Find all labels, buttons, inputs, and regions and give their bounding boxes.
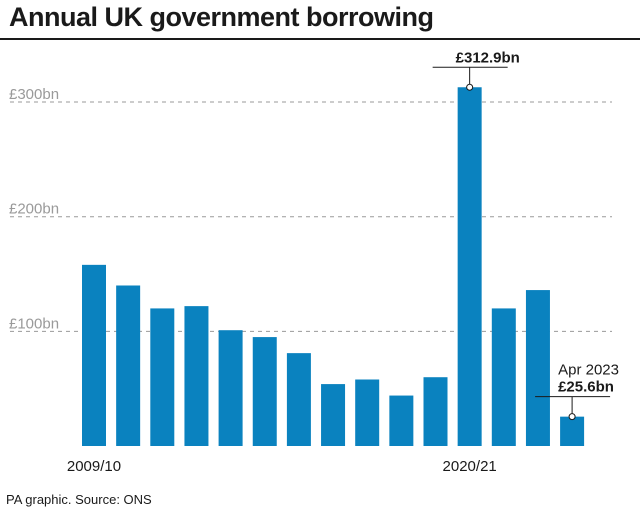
bar — [116, 285, 141, 446]
annotation-label: £312.9bn — [456, 49, 520, 66]
y-tick-label: £300bn — [9, 86, 59, 103]
bar — [423, 377, 448, 446]
bar — [286, 353, 311, 446]
y-tick-label: £100bn — [9, 315, 59, 332]
y-axis-ticks: £100bn £200bn £300bn — [9, 86, 59, 332]
bar — [218, 330, 243, 446]
chart-title: Annual UK government borrowing — [9, 2, 434, 32]
bar — [491, 308, 516, 446]
annotations: £312.9bn Apr 2023£25.6bn — [432, 49, 619, 421]
y-tick-label: £200bn — [9, 201, 59, 218]
annotation-label: £25.6bn — [558, 379, 614, 396]
annotation-marker — [466, 83, 474, 91]
bar — [252, 337, 277, 446]
bar — [184, 306, 209, 446]
x-axis-ticks: 2009/10 2020/21 — [67, 458, 497, 475]
x-tick-label: 2020/21 — [443, 458, 497, 475]
x-tick-label: 2009/10 — [67, 458, 121, 475]
bar — [150, 308, 175, 446]
source-note: PA graphic. Source: ONS — [6, 492, 152, 507]
bars — [82, 87, 585, 447]
annotation-label: Apr 2023 — [558, 362, 619, 379]
bar — [82, 264, 106, 446]
bar — [355, 379, 380, 446]
bar — [321, 384, 346, 446]
bar — [525, 290, 550, 446]
bar — [457, 87, 482, 447]
title-rule — [0, 38, 640, 40]
annotation-marker — [568, 413, 576, 421]
bar — [389, 395, 414, 446]
bar — [560, 416, 585, 446]
